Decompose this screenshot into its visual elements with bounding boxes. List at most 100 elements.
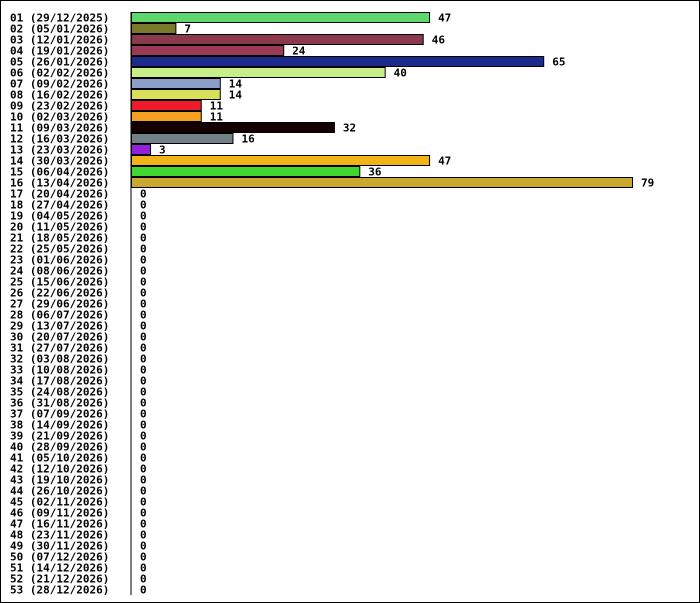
value-label: 0 bbox=[140, 287, 147, 300]
value-label: 0 bbox=[140, 573, 147, 586]
category-label: 49 (30/11/2026) bbox=[10, 540, 109, 553]
category-label: 39 (21/09/2026) bbox=[10, 430, 109, 443]
category-label: 11 (09/03/2026) bbox=[10, 122, 109, 135]
category-label: 12 (16/03/2026) bbox=[10, 133, 109, 146]
bar bbox=[131, 45, 285, 56]
category-label: 22 (25/05/2026) bbox=[10, 243, 109, 256]
value-label: 0 bbox=[140, 430, 147, 443]
value-label: 0 bbox=[140, 441, 147, 454]
value-label: 0 bbox=[140, 221, 147, 234]
value-label: 0 bbox=[140, 199, 147, 212]
category-label: 35 (24/08/2026) bbox=[10, 386, 109, 399]
bar bbox=[131, 12, 431, 23]
category-label: 17 (20/04/2026) bbox=[10, 188, 109, 201]
bar bbox=[131, 155, 431, 166]
category-label: 36 (31/08/2026) bbox=[10, 397, 109, 410]
value-label: 0 bbox=[140, 298, 147, 311]
bar bbox=[131, 144, 152, 155]
bar bbox=[131, 67, 386, 78]
category-label: 31 (27/07/2026) bbox=[10, 342, 109, 355]
category-label: 38 (14/09/2026) bbox=[10, 419, 109, 432]
value-label: 0 bbox=[140, 397, 147, 410]
value-label: 47 bbox=[438, 12, 451, 25]
category-label: 45 (02/11/2026) bbox=[10, 496, 109, 509]
value-label: 79 bbox=[641, 177, 654, 190]
value-label: 0 bbox=[140, 518, 147, 531]
value-label: 11 bbox=[210, 100, 224, 113]
category-label: 28 (06/07/2026) bbox=[10, 309, 109, 322]
value-label: 0 bbox=[140, 375, 147, 388]
category-label: 44 (26/10/2026) bbox=[10, 485, 109, 498]
bar bbox=[131, 100, 202, 111]
value-label: 0 bbox=[140, 386, 147, 399]
value-label: 0 bbox=[140, 188, 147, 201]
value-label: 0 bbox=[140, 331, 147, 344]
category-label: 26 (22/06/2026) bbox=[10, 287, 109, 300]
category-label: 52 (21/12/2026) bbox=[10, 573, 109, 586]
category-label: 24 (08/06/2026) bbox=[10, 265, 109, 278]
bar bbox=[131, 56, 545, 67]
category-label: 03 (12/01/2026) bbox=[10, 34, 109, 47]
value-label: 0 bbox=[140, 507, 147, 520]
category-label: 23 (01/06/2026) bbox=[10, 254, 109, 267]
category-label: 43 (19/10/2026) bbox=[10, 474, 109, 487]
category-label: 05 (26/01/2026) bbox=[10, 56, 109, 69]
value-label: 0 bbox=[140, 243, 147, 256]
value-label: 32 bbox=[343, 122, 356, 135]
value-label: 7 bbox=[184, 23, 191, 36]
value-label: 0 bbox=[140, 342, 147, 355]
category-label: 20 (11/05/2026) bbox=[10, 221, 109, 234]
bar bbox=[131, 122, 335, 133]
category-label: 27 (29/06/2026) bbox=[10, 298, 109, 311]
category-label: 42 (12/10/2026) bbox=[10, 463, 109, 476]
category-label: 29 (13/07/2026) bbox=[10, 320, 109, 333]
category-label: 21 (18/05/2026) bbox=[10, 232, 109, 245]
value-label: 16 bbox=[241, 133, 255, 146]
value-label: 40 bbox=[394, 67, 407, 80]
value-label: 0 bbox=[140, 419, 147, 432]
bar bbox=[131, 89, 221, 100]
value-label: 0 bbox=[140, 540, 147, 553]
value-label: 0 bbox=[140, 320, 147, 333]
category-label: 16 (13/04/2026) bbox=[10, 177, 109, 190]
category-label: 10 (02/03/2026) bbox=[10, 111, 109, 124]
category-label: 47 (16/11/2026) bbox=[10, 518, 109, 531]
category-label: 19 (04/05/2026) bbox=[10, 210, 109, 223]
category-label: 34 (17/08/2026) bbox=[10, 375, 109, 388]
category-label: 02 (05/01/2026) bbox=[10, 23, 109, 36]
category-label: 41 (05/10/2026) bbox=[10, 452, 109, 465]
category-label: 04 (19/01/2026) bbox=[10, 45, 109, 58]
category-label: 51 (14/12/2026) bbox=[10, 562, 109, 575]
value-label: 0 bbox=[140, 232, 147, 245]
value-label: 65 bbox=[552, 56, 565, 69]
category-label: 33 (10/08/2026) bbox=[10, 364, 109, 377]
value-label: 0 bbox=[140, 276, 147, 289]
value-label: 14 bbox=[229, 89, 243, 102]
category-label: 15 (06/04/2026) bbox=[10, 166, 109, 179]
bar bbox=[131, 133, 234, 144]
category-label: 14 (30/03/2026) bbox=[10, 155, 109, 168]
bar bbox=[131, 177, 633, 188]
category-label: 08 (16/02/2026) bbox=[10, 89, 109, 102]
category-label: 50 (07/12/2026) bbox=[10, 551, 109, 564]
value-label: 0 bbox=[140, 562, 147, 575]
value-label: 0 bbox=[140, 353, 147, 366]
value-label: 0 bbox=[140, 496, 147, 509]
category-label: 46 (09/11/2026) bbox=[10, 507, 109, 520]
category-label: 13 (23/03/2026) bbox=[10, 144, 109, 157]
value-label: 46 bbox=[432, 34, 446, 47]
value-label: 24 bbox=[292, 45, 306, 58]
category-label: 30 (20/07/2026) bbox=[10, 331, 109, 344]
category-label: 01 (29/12/2025) bbox=[10, 12, 109, 25]
value-label: 0 bbox=[140, 265, 147, 278]
value-label: 0 bbox=[140, 452, 147, 465]
category-label: 40 (28/09/2026) bbox=[10, 441, 109, 454]
bar bbox=[131, 23, 177, 34]
value-label: 0 bbox=[140, 364, 147, 377]
value-label: 0 bbox=[140, 210, 147, 223]
value-label: 0 bbox=[140, 474, 147, 487]
value-label: 47 bbox=[438, 155, 451, 168]
value-label: 36 bbox=[368, 166, 382, 179]
